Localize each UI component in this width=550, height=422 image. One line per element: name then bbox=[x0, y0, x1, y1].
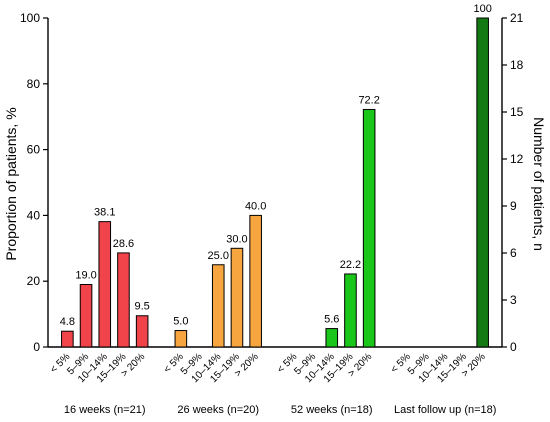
bar bbox=[362, 108, 376, 348]
y2-tick-label: 12 bbox=[510, 152, 524, 166]
y2-tick-label: 21 bbox=[510, 11, 524, 25]
bar bbox=[230, 247, 244, 348]
y-tick-label: 100 bbox=[20, 11, 40, 25]
bar bbox=[79, 283, 93, 348]
data-label: 9.5 bbox=[135, 301, 150, 313]
y2-tick-label: 9 bbox=[510, 199, 517, 213]
y2-tick-label: 6 bbox=[510, 246, 517, 260]
data-label: 4.8 bbox=[60, 316, 75, 328]
y-tick-label: 80 bbox=[27, 77, 41, 91]
y2-tick-label: 15 bbox=[510, 105, 524, 119]
group-label: 16 weeks (n=21) bbox=[64, 404, 146, 416]
data-label: 28.6 bbox=[113, 238, 134, 250]
bar bbox=[174, 330, 188, 348]
bar bbox=[117, 252, 130, 348]
y-tick-label: 0 bbox=[33, 340, 40, 354]
data-label: 25.0 bbox=[208, 250, 229, 262]
bar bbox=[211, 264, 225, 348]
bar bbox=[98, 221, 112, 348]
group-label: Last follow up (n=18) bbox=[394, 404, 496, 416]
y-axis-title: Proportion of patients, % bbox=[3, 107, 19, 260]
data-label: 38.1 bbox=[94, 207, 115, 219]
y-tick-label: 60 bbox=[27, 143, 41, 157]
y2-tick-label: 18 bbox=[510, 58, 524, 72]
data-label: 19.0 bbox=[75, 269, 96, 281]
y2-tick-label: 3 bbox=[510, 293, 517, 307]
data-label: 22.2 bbox=[340, 259, 361, 271]
data-label: 72.2 bbox=[358, 94, 379, 106]
y2-tick-label: 0 bbox=[510, 340, 517, 354]
data-label: 5.6 bbox=[324, 314, 339, 326]
bar bbox=[325, 328, 339, 348]
bar bbox=[135, 315, 149, 348]
y-tick-label: 20 bbox=[27, 274, 41, 288]
bar bbox=[344, 273, 357, 348]
data-label: 100 bbox=[473, 3, 491, 15]
bar bbox=[61, 330, 74, 348]
data-label: 30.0 bbox=[226, 233, 247, 245]
data-label: 40.0 bbox=[245, 200, 266, 212]
bar bbox=[249, 214, 262, 348]
group-label: 26 weeks (n=20) bbox=[177, 404, 259, 416]
data-label: 5.0 bbox=[173, 316, 188, 328]
y2-axis-title: Number of patients, n bbox=[531, 117, 547, 251]
bar bbox=[476, 17, 489, 348]
group-label: 52 weeks (n=18) bbox=[291, 404, 373, 416]
y-tick-label: 40 bbox=[27, 208, 41, 222]
